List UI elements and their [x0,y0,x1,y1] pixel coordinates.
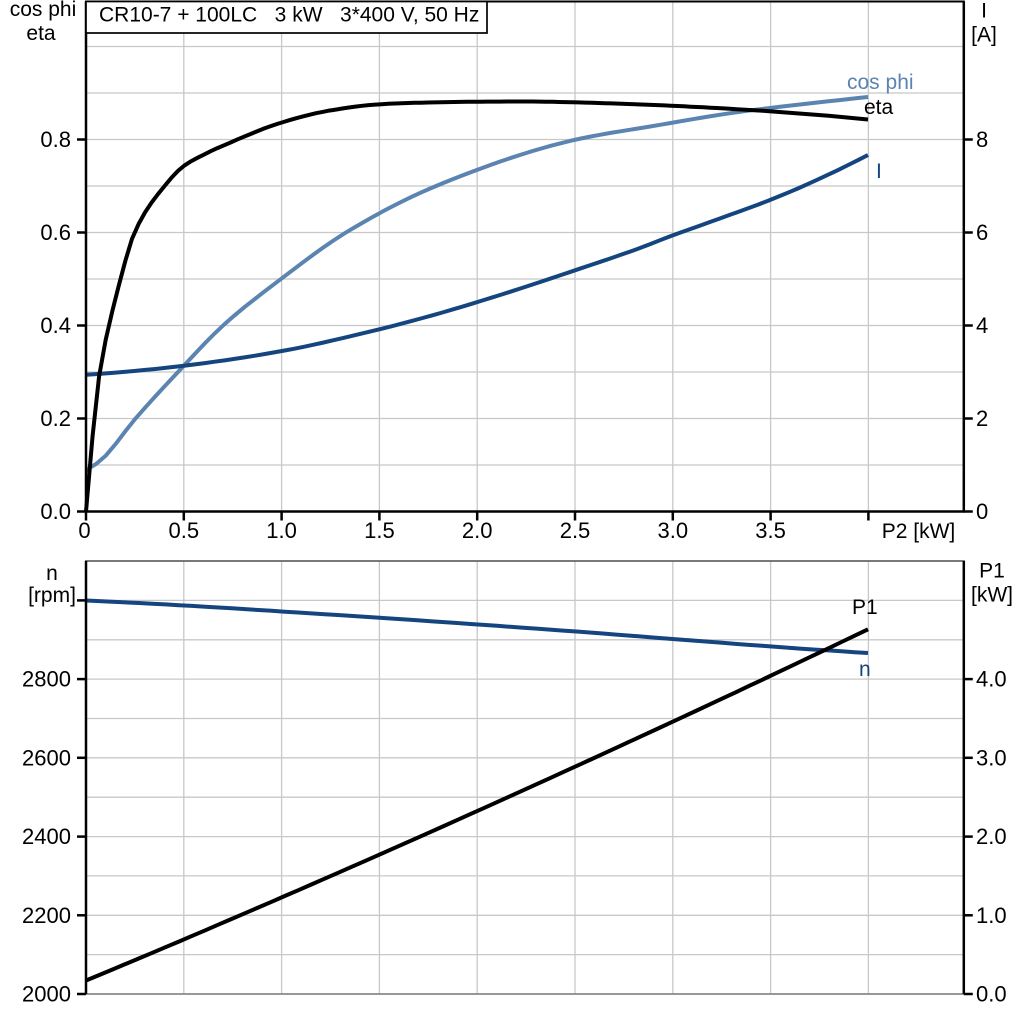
svg-text:3.0: 3.0 [976,745,1007,770]
svg-text:2200: 2200 [22,903,71,928]
svg-text:[rpm]: [rpm] [28,584,76,607]
svg-text:3.5: 3.5 [755,518,786,543]
svg-text:0.0: 0.0 [40,499,71,524]
svg-text:0.0: 0.0 [976,982,1007,1007]
svg-text:2.5: 2.5 [560,518,591,543]
svg-text:eta: eta [864,96,894,119]
svg-text:CR10-7 + 100LC 3 kW 3*400: CR10-7 + 100LC 3 kW 3*400 V, 50 Hz [99,3,479,26]
svg-text:2400: 2400 [22,824,71,849]
svg-text:1.0: 1.0 [976,903,1007,928]
svg-text:n: n [46,562,58,585]
svg-text:4: 4 [976,313,988,338]
svg-text:0.6: 0.6 [40,220,71,245]
svg-text:I: I [876,160,882,183]
svg-text:eta: eta [26,22,56,45]
svg-text:2.0: 2.0 [462,518,493,543]
svg-text:8: 8 [976,127,988,152]
svg-text:n: n [859,658,871,681]
svg-text:0: 0 [78,518,90,543]
svg-text:0: 0 [976,499,988,524]
svg-text:1.0: 1.0 [266,518,297,543]
svg-text:3.0: 3.0 [658,518,689,543]
svg-text:0.8: 0.8 [40,127,71,152]
svg-text:P1: P1 [852,596,878,619]
svg-text:cos phi: cos phi [847,71,914,94]
svg-text:4.0: 4.0 [976,667,1007,692]
svg-text:2800: 2800 [22,667,71,692]
svg-text:[A]: [A] [971,24,997,47]
svg-text:[kW]: [kW] [971,584,1013,607]
svg-text:2600: 2600 [22,745,71,770]
svg-text:1.5: 1.5 [364,518,395,543]
svg-text:0.5: 0.5 [169,518,200,543]
svg-text:I: I [981,0,987,23]
svg-text:0.4: 0.4 [40,313,71,338]
svg-text:0.2: 0.2 [40,406,71,431]
svg-text:2.0: 2.0 [976,824,1007,849]
svg-text:P2 [kW]: P2 [kW] [882,520,956,543]
svg-text:6: 6 [976,220,988,245]
svg-text:P1: P1 [979,560,1005,583]
svg-text:2: 2 [976,406,988,431]
svg-text:2000: 2000 [22,982,71,1007]
svg-text:cos phi: cos phi [10,0,77,21]
